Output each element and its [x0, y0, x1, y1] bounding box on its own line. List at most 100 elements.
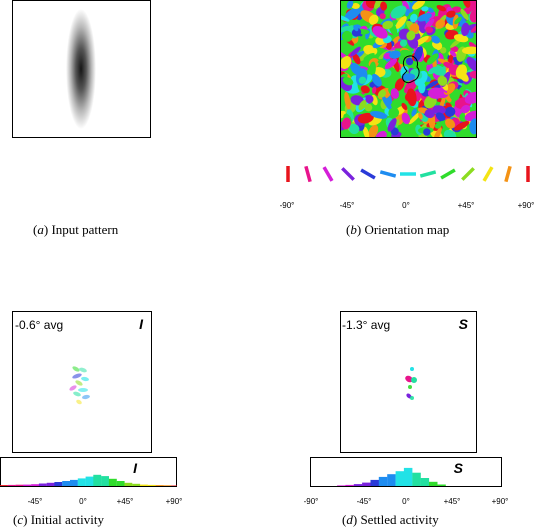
- orientation-patch: [426, 53, 439, 65]
- activity-spot: [69, 385, 77, 391]
- orientation-patch: [346, 1, 354, 9]
- orientation-patch: [368, 124, 379, 137]
- orientation-patch: [412, 1, 426, 10]
- histogram-bar: [147, 484, 156, 486]
- orientation-patch: [353, 24, 359, 32]
- orientation-patch: [368, 14, 379, 25]
- histogram-bar: [387, 474, 396, 486]
- orientation-patch: [341, 25, 351, 34]
- tick-label: +90°: [491, 497, 509, 506]
- orientation-patch: [435, 112, 446, 121]
- histogram-bar: [70, 479, 78, 486]
- orientation-patch: [469, 118, 476, 135]
- tick-label: -90°: [303, 497, 319, 506]
- orientation-patch: [372, 25, 388, 39]
- orientation-key-bar: [440, 168, 456, 180]
- orientation-patch: [375, 130, 387, 137]
- tick-label: -45°: [27, 497, 43, 506]
- orientation-patch: [439, 47, 447, 54]
- orientation-patch: [425, 26, 433, 34]
- orientation-color-key: [286, 165, 530, 183]
- histogram-bar: [429, 481, 438, 486]
- histogram-bar: [54, 482, 63, 486]
- histogram-bar: [370, 479, 379, 486]
- tick-label: +45°: [443, 497, 461, 506]
- corner-label: S: [458, 316, 468, 332]
- initial-activity-blobs: [69, 366, 90, 405]
- orientation-patch: [444, 106, 456, 117]
- orientation-patch: [405, 8, 410, 17]
- orientation-patch: [464, 110, 476, 122]
- orientation-patch: [341, 1, 350, 14]
- orientation-key-bar: [379, 170, 397, 178]
- orientation-patch: [418, 81, 426, 94]
- activity-spot: [73, 391, 81, 397]
- orientation-key-bar: [341, 167, 355, 181]
- orientation-patch: [404, 79, 418, 94]
- orientation-patch: [401, 73, 416, 81]
- orientation-patch: [460, 8, 469, 21]
- activity-spot: [79, 367, 87, 373]
- histogram-bar: [163, 485, 172, 486]
- orientation-patch: [395, 16, 407, 29]
- orientation-patch: [461, 22, 470, 37]
- tick-label: +45°: [116, 497, 134, 506]
- tick-label: 0°: [402, 497, 410, 506]
- orientation-patch: [436, 5, 447, 12]
- orientation-key-bar: [504, 165, 512, 183]
- orientation-patch: [388, 107, 400, 119]
- orientation-patch: [433, 127, 442, 137]
- orientation-patch: [341, 117, 351, 130]
- orientation-patch: [363, 126, 370, 137]
- activity-spot: [75, 380, 83, 386]
- orientation-patch: [372, 86, 377, 94]
- orientation-patch: [352, 53, 361, 65]
- orientation-patch: [424, 80, 439, 90]
- histogram-bar: [403, 467, 413, 486]
- activity-spot: [405, 375, 413, 383]
- activity-spot: [72, 366, 80, 372]
- histogram-bar: [46, 482, 55, 486]
- orientation-patch: [382, 20, 394, 30]
- orientation-patch: [453, 34, 469, 43]
- orientation-patch: [400, 49, 413, 58]
- activity-spot: [410, 367, 414, 371]
- orientation-patch: [390, 5, 407, 19]
- activity-spot: [81, 376, 89, 382]
- orientation-patch: [365, 95, 374, 104]
- orientation-patch: [379, 13, 386, 20]
- activity-spot: [76, 399, 82, 405]
- histogram-bar: [31, 484, 39, 486]
- orientation-patch: [380, 1, 388, 11]
- histogram-bar: [38, 483, 47, 486]
- settled-activity-histogram: [337, 467, 446, 486]
- histogram-bar: [378, 476, 388, 486]
- orientation-patch: [432, 105, 446, 115]
- histogram-bar: [15, 484, 24, 486]
- tick-label: -45°: [339, 201, 355, 210]
- activity-spot: [411, 377, 417, 383]
- histogram-label: I: [133, 460, 137, 476]
- tick-label: 0°: [402, 201, 410, 210]
- settled-activity-blobs: [405, 367, 417, 400]
- orientation-patch: [406, 88, 417, 107]
- histogram-bar: [101, 476, 109, 486]
- orientation-key-bar: [461, 167, 475, 181]
- histogram-bar: [345, 484, 354, 486]
- orientation-patch: [344, 91, 351, 110]
- orientation-patch: [368, 61, 376, 78]
- histogram-bar: [337, 485, 346, 486]
- orientation-patch: [445, 118, 456, 129]
- orientation-patch: [408, 111, 422, 125]
- activity-spot: [410, 396, 414, 400]
- histogram-bar: [155, 485, 164, 486]
- histogram-bar: [412, 472, 421, 486]
- activity-spot: [408, 385, 412, 389]
- activity-spot: [78, 388, 88, 392]
- orientation-patch: [399, 39, 408, 47]
- orientation-patch: [351, 28, 362, 37]
- orientation-patch: [405, 57, 414, 66]
- settled-activity-frame: -1.3° avg S: [340, 311, 477, 453]
- orientation-patch: [341, 30, 353, 42]
- orientation-patch: [409, 13, 418, 23]
